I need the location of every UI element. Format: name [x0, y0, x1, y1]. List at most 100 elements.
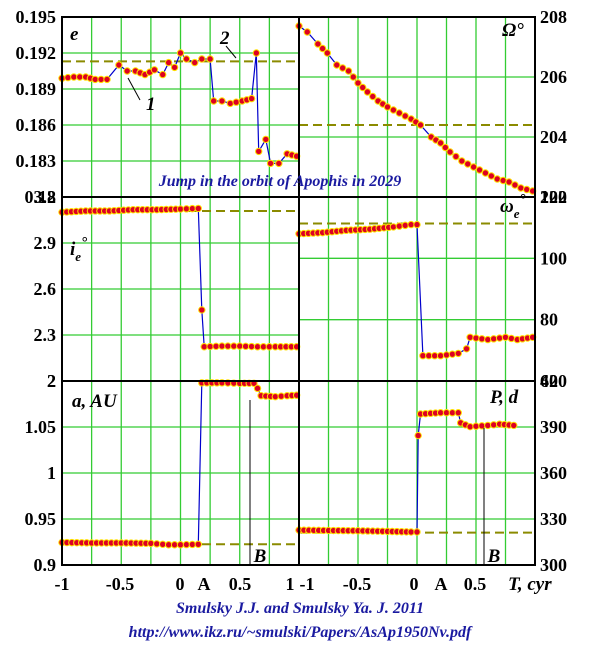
data-point — [469, 163, 478, 171]
y-tick-label: 0.18 — [25, 187, 57, 207]
data-point — [416, 121, 425, 129]
data-point — [176, 49, 185, 57]
data-point — [401, 112, 409, 120]
data-point — [182, 55, 191, 63]
panel-label-superscript: ° — [81, 235, 87, 251]
data-point — [475, 166, 484, 174]
data-point — [501, 333, 510, 341]
panel-frames — [61, 16, 536, 566]
data-point — [150, 66, 159, 74]
data-point — [493, 175, 501, 183]
data-point — [478, 335, 486, 343]
data-point — [159, 540, 167, 548]
data-point — [442, 351, 451, 359]
data-point — [303, 28, 311, 36]
y-tick-label: 300 — [540, 555, 567, 575]
data-point — [472, 334, 480, 342]
y-tick-label: 420 — [540, 371, 567, 391]
data-point — [198, 306, 206, 314]
grid-lines — [62, 17, 535, 565]
data-point — [495, 334, 504, 342]
x-marker-b: B — [253, 546, 267, 567]
panel-label: P, d — [489, 387, 519, 408]
data-point — [510, 421, 518, 430]
x-marker-a: A — [198, 574, 211, 594]
data-point — [147, 539, 155, 548]
data-point — [389, 223, 398, 231]
data-point — [153, 540, 161, 548]
data-point — [344, 67, 353, 75]
data-point — [164, 58, 173, 67]
y-tick-label: 0.186 — [16, 115, 57, 135]
annotation-label: 2 — [219, 28, 230, 49]
data-point — [359, 83, 367, 92]
series-line — [298, 25, 533, 192]
data-point — [318, 44, 327, 53]
y-tick-label: 2.9 — [34, 233, 57, 253]
panel-label: e — [70, 24, 79, 45]
data-point — [413, 220, 421, 229]
data-point — [262, 135, 270, 144]
y-tick-label: 206 — [540, 67, 567, 87]
data-point — [464, 160, 472, 168]
y-tick-label: 208 — [540, 7, 567, 27]
data-point — [448, 350, 457, 358]
x-tick-label: -1 — [300, 574, 315, 594]
data-point — [436, 139, 445, 147]
y-tick-label: 3.2 — [34, 187, 57, 207]
data-point — [194, 540, 202, 548]
y-tick-label: 1 — [47, 463, 56, 483]
y-tick-label: 0.183 — [16, 151, 57, 171]
y-tick-label: 390 — [540, 417, 567, 437]
data-point — [454, 349, 462, 358]
data-point — [505, 178, 513, 186]
data-point — [517, 184, 525, 192]
y-tick-label: 0.195 — [16, 7, 57, 27]
data-point — [462, 345, 471, 353]
chart-title: Jump in the orbit of Apophis in 2029 — [158, 173, 402, 190]
data-point — [191, 58, 199, 67]
y-tick-label: 0.192 — [16, 43, 57, 63]
x-tick-label: -0.5 — [343, 574, 372, 594]
credits-url[interactable]: http://www.ikz.ru/~smulski/Papers/AsAp19… — [128, 624, 472, 641]
tick-labels: 0.195 0.192 0.189 0.186 0.183 0.18 e 1 2 208 206 20… — [16, 7, 568, 595]
data-point — [401, 221, 409, 230]
y-tick-label: 100 — [540, 248, 567, 268]
data-point — [198, 55, 206, 63]
series-lines — [61, 25, 533, 546]
x-tick-label: 0 — [410, 574, 419, 594]
data-point — [395, 109, 403, 117]
data-point — [436, 352, 445, 360]
y-tick-label: 0.189 — [16, 79, 57, 99]
data-point — [159, 70, 167, 79]
data-point — [314, 40, 322, 48]
data-point — [454, 409, 462, 417]
data-point — [277, 392, 285, 400]
data-point — [458, 157, 466, 165]
series-markers — [58, 22, 537, 549]
data-point — [271, 392, 279, 401]
panel-label: Ω° — [502, 20, 524, 41]
x-tick-label: 0 — [176, 574, 185, 594]
x-marker-b: B — [487, 546, 501, 567]
data-point — [64, 73, 72, 82]
x-axis-label: T, cyr — [508, 574, 552, 595]
y-tick-label: 80 — [540, 310, 558, 330]
data-point — [226, 99, 234, 108]
data-point — [487, 172, 496, 180]
data-point — [481, 169, 490, 177]
y-tick-label: 202 — [540, 187, 567, 207]
data-point — [194, 204, 202, 213]
data-point — [209, 97, 218, 105]
panel-label: a, AU — [72, 391, 118, 412]
data-point — [103, 75, 111, 84]
x-tick-label: -1 — [55, 574, 70, 594]
data-point — [115, 61, 123, 69]
data-point — [484, 421, 492, 430]
credits-authors: Smulsky J.J. and Smulsky Ya. J. 2011 — [175, 600, 425, 617]
data-point — [275, 159, 283, 168]
annotation-leader — [127, 77, 141, 101]
data-point — [484, 335, 492, 344]
x-marker-a: A — [435, 574, 448, 594]
